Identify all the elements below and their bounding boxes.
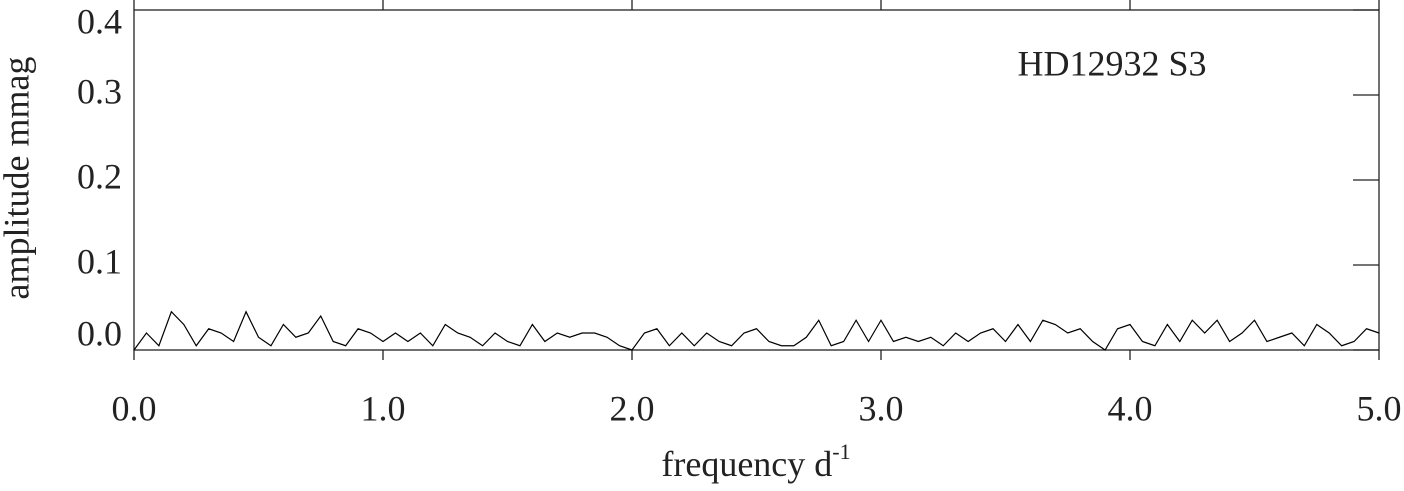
x-axis-label-sup: -1 [832,439,850,464]
x-tick-label: 0.0 [112,388,157,428]
y-axis-label: amplitude mmag [0,57,36,300]
x-tick-label: 2.0 [610,388,655,428]
y-tick-label: 0.3 [77,71,122,111]
x-tick-label: 3.0 [859,388,904,428]
y-tick-label: 0.0 [77,313,122,353]
x-tick-label: 5.0 [1357,388,1402,428]
amplitude-line [133,310,1380,351]
x-axis-label: frequency d-1 [661,439,850,484]
x-tick-label: 1.0 [361,388,406,428]
y-tick-label: 0.2 [77,156,122,196]
annotation: HD12932 S3 [1017,43,1206,83]
x-tick-label: 4.0 [1108,388,1153,428]
y-tick-label: 0.1 [77,241,122,281]
y-tick-label: 0.4 [77,1,122,41]
x-axis-label-main: frequency d [661,444,832,484]
